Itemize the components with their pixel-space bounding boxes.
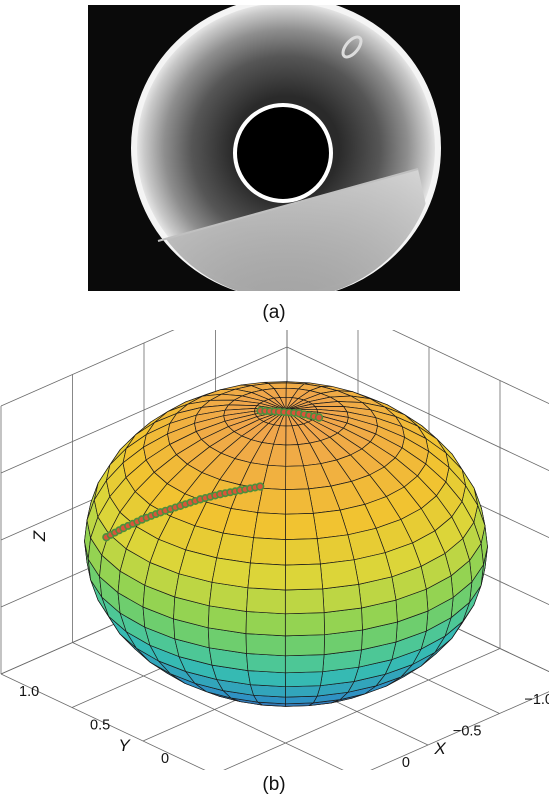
sphere-facet (316, 534, 355, 565)
sphere-facet (246, 587, 286, 615)
x-tick-label: 1.0 (19, 684, 39, 700)
y-tick-label: −0.5 (453, 724, 482, 740)
sphere-facet (322, 584, 362, 613)
y-axis-label: Y (118, 736, 131, 755)
sphere-facet (247, 562, 286, 591)
central-hole (233, 103, 333, 203)
sphere-facet (285, 488, 314, 515)
x-tick-labels: −1.0−0.500.51.0 (19, 684, 169, 767)
sphere-facet (250, 537, 286, 566)
x-tick-label: 0 (161, 751, 169, 767)
data-tracks (102, 406, 324, 542)
sphere-facet (245, 611, 286, 637)
track-2-point (314, 413, 324, 422)
y-tick-labels: −1.0−0.500.51.0 (402, 692, 549, 770)
sphere-3d-plot: 1.00.50−0.5−1.0 −1.0−0.500.51.0 −1.0−0.5… (0, 330, 549, 770)
y-tick-label: 0 (402, 755, 410, 770)
photo-annulus-image (88, 5, 460, 291)
sphere-facet (257, 487, 286, 515)
sphere-facet (253, 512, 286, 540)
sphere-facet (284, 612, 325, 637)
x-axis-label: X (433, 739, 446, 758)
sphere-facet (245, 633, 286, 657)
z-axis-label: Z (30, 530, 49, 542)
panel-a-caption: (a) (262, 302, 286, 323)
sphere-facet (284, 654, 325, 674)
sphere-facet (285, 513, 318, 540)
sphere-facet (246, 653, 286, 674)
sphere-facet (320, 559, 360, 590)
sphere-facet (285, 538, 321, 566)
y-tick-label: −1.0 (524, 692, 549, 708)
sphere-surface (84, 381, 488, 707)
sphere-facet (284, 671, 324, 688)
sphere-facet (284, 634, 325, 657)
sphere-facet (284, 563, 324, 591)
sphere-facet (285, 685, 321, 698)
sphere-facet (284, 588, 325, 615)
sphere-facet (211, 557, 251, 589)
panel-b-caption: (b) (262, 774, 286, 795)
sphere-facet (247, 670, 286, 688)
x-tick-label: 0.5 (90, 718, 110, 734)
track-1-point (255, 482, 265, 491)
